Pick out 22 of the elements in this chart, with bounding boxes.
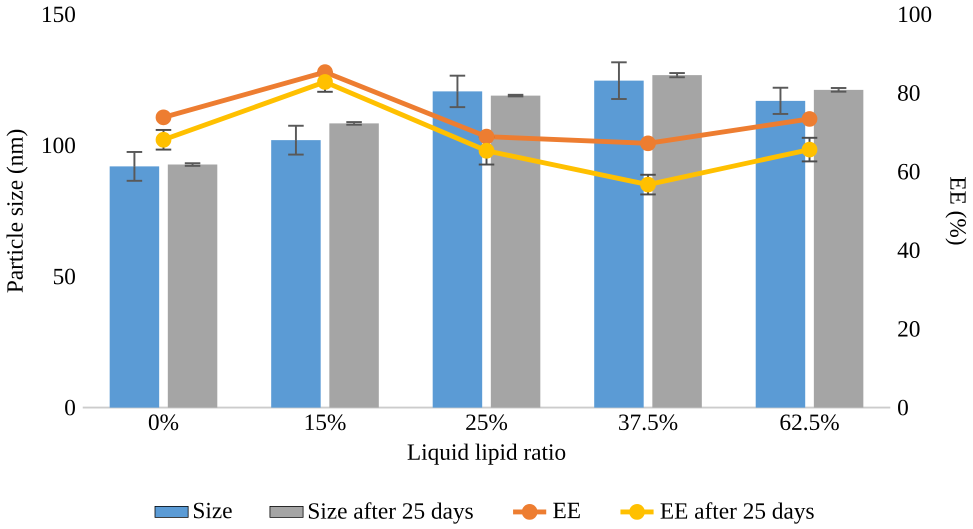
y-tick-label: 0 [65, 400, 75, 416]
x-tick-label: 15% [306, 414, 346, 430]
y2-tick-label: 100 [899, 6, 932, 22]
x-tick-label: 25% [466, 414, 508, 430]
legend-label: EE after 25 days [660, 502, 814, 524]
x-axis-title: Liquid lipid ratio [408, 443, 566, 465]
y2-tick-label: 0 [898, 400, 908, 416]
x-tick-label: 62.5% [780, 414, 839, 430]
y2-tick-label: 80 [898, 84, 920, 101]
y2-tick-label: 60 [898, 164, 920, 180]
legend-label: Size after 25 days [308, 502, 473, 524]
legend-label: EE [553, 502, 580, 518]
y-tick-label: 150 [42, 6, 75, 22]
y-axis-title: Particle size (nm) [6, 130, 28, 292]
x-tick-label: 0% [148, 414, 178, 430]
y2-tick-label: 20 [898, 320, 920, 337]
y-tick-label: 100 [42, 137, 75, 154]
legend-label: Size [194, 502, 232, 518]
y2-tick-label: 40 [898, 242, 920, 258]
y-tick-label: 50 [54, 268, 75, 284]
y2-axis-title: EE (%) [945, 176, 967, 244]
x-tick-label: 37.5% [619, 414, 678, 430]
